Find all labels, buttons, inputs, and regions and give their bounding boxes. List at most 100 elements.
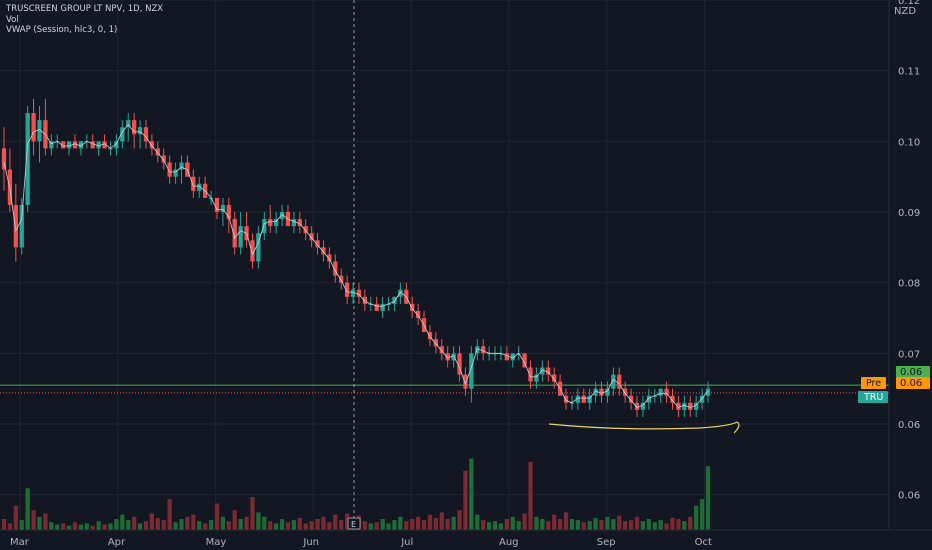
candle-body[interactable]	[522, 353, 527, 368]
candle-body[interactable]	[84, 141, 89, 143]
candle-body[interactable]	[226, 204, 231, 220]
candle-body[interactable]	[149, 141, 155, 149]
candle-body[interactable]	[433, 339, 438, 347]
candle-body[interactable]	[682, 402, 687, 410]
candle-body[interactable]	[486, 353, 492, 355]
candle-body[interactable]	[19, 204, 24, 248]
candle-body[interactable]	[575, 395, 580, 403]
candle-body[interactable]	[214, 197, 220, 212]
candle-body[interactable]	[463, 374, 468, 389]
candle-body[interactable]	[167, 162, 172, 177]
earnings-event-marker[interactable]: E	[347, 517, 361, 530]
candle-body[interactable]	[155, 148, 160, 156]
candle-body[interactable]	[481, 346, 486, 354]
candle-body[interactable]	[321, 247, 326, 255]
candle-body[interactable]	[197, 183, 202, 191]
candle-body[interactable]	[362, 296, 368, 304]
candle-body[interactable]	[569, 402, 575, 404]
candle-body[interactable]	[699, 395, 705, 403]
candle-body[interactable]	[445, 353, 450, 361]
candle-body[interactable]	[664, 388, 669, 396]
candle-body[interactable]	[238, 226, 243, 248]
vwap-indicator-label[interactable]: VWAP (Session, hlc3, 0, 1)	[6, 25, 118, 35]
candle-body[interactable]	[356, 289, 362, 297]
candle-body[interactable]	[191, 176, 196, 191]
candle-body[interactable]	[297, 219, 302, 227]
candle-body[interactable]	[528, 367, 533, 382]
candle-body[interactable]	[132, 120, 137, 135]
candle-body[interactable]	[126, 120, 131, 128]
volume-indicator-label[interactable]: Vol	[6, 14, 19, 25]
candle-body[interactable]	[173, 169, 178, 177]
candle-body[interactable]	[309, 233, 314, 241]
candle-body[interactable]	[344, 282, 350, 297]
candle-body[interactable]	[457, 353, 462, 375]
candle-body[interactable]	[137, 127, 143, 135]
candle-body[interactable]	[688, 402, 693, 410]
candle-body[interactable]	[78, 141, 84, 149]
candle-body[interactable]	[274, 219, 279, 227]
candle-body[interactable]	[1, 148, 7, 170]
candle-body[interactable]	[386, 303, 391, 305]
candle-body[interactable]	[652, 395, 657, 397]
candle-body[interactable]	[694, 402, 699, 410]
candle-body[interactable]	[605, 388, 610, 396]
symbol-title[interactable]: TRUSCREEN GROUP LT NPV, 1D, NZX	[6, 4, 164, 14]
candle-body[interactable]	[327, 254, 332, 262]
candle-body[interactable]	[339, 275, 344, 283]
candle-body[interactable]	[374, 303, 379, 311]
candle-body[interactable]	[114, 141, 119, 149]
candle-body[interactable]	[72, 141, 78, 149]
candle-body[interactable]	[49, 141, 54, 149]
candle-body[interactable]	[61, 141, 66, 149]
candle-body[interactable]	[705, 388, 711, 396]
candle-body[interactable]	[262, 219, 267, 234]
candle-body[interactable]	[268, 219, 273, 227]
candle-body[interactable]	[587, 395, 592, 403]
candle-body[interactable]	[439, 346, 444, 354]
candle-body[interactable]	[427, 332, 433, 340]
candle-body[interactable]	[415, 310, 421, 318]
candle-body[interactable]	[498, 353, 504, 355]
candle-body[interactable]	[392, 296, 397, 304]
candle-body[interactable]	[492, 353, 498, 355]
candle-body[interactable]	[350, 289, 356, 297]
candle-body[interactable]	[611, 374, 616, 389]
candle-body[interactable]	[102, 141, 107, 149]
candle-body[interactable]	[504, 353, 509, 361]
hand-drawn-arrow[interactable]	[548, 421, 740, 434]
candle-body[interactable]	[640, 402, 646, 410]
candle-body[interactable]	[232, 219, 237, 248]
candle-body[interactable]	[546, 367, 551, 375]
candle-body[interactable]	[120, 127, 125, 142]
candle-body[interactable]	[256, 233, 261, 262]
candle-body[interactable]	[25, 113, 30, 205]
candle-body[interactable]	[658, 388, 663, 396]
candle-body[interactable]	[552, 374, 557, 382]
candle-body[interactable]	[451, 353, 456, 361]
candle-body[interactable]	[13, 204, 18, 248]
candle-body[interactable]	[291, 219, 297, 227]
candle-body[interactable]	[599, 388, 604, 396]
candle-body[interactable]	[623, 388, 628, 396]
candle-body[interactable]	[66, 141, 72, 149]
candle-body[interactable]	[510, 353, 515, 361]
candle-body[interactable]	[380, 303, 385, 311]
candle-body[interactable]	[90, 141, 95, 149]
candle-body[interactable]	[179, 162, 184, 170]
candle-body[interactable]	[279, 212, 285, 220]
candle-body[interactable]	[250, 240, 255, 262]
candle-body[interactable]	[31, 113, 36, 142]
candle-body[interactable]	[617, 374, 622, 389]
candle-body[interactable]	[410, 303, 415, 311]
candle-body[interactable]	[398, 289, 403, 297]
candle-body[interactable]	[534, 374, 539, 382]
candle-body[interactable]	[540, 367, 545, 375]
candle-body[interactable]	[634, 402, 640, 410]
candle-body[interactable]	[37, 120, 42, 142]
candle-body[interactable]	[315, 240, 320, 248]
candle-body[interactable]	[581, 395, 586, 403]
candle-body[interactable]	[469, 353, 474, 389]
